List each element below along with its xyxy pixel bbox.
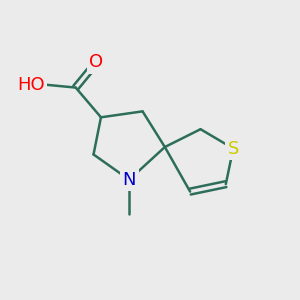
- Text: N: N: [122, 171, 136, 189]
- Text: HO: HO: [17, 76, 44, 94]
- Text: O: O: [89, 53, 103, 71]
- Text: S: S: [227, 140, 239, 158]
